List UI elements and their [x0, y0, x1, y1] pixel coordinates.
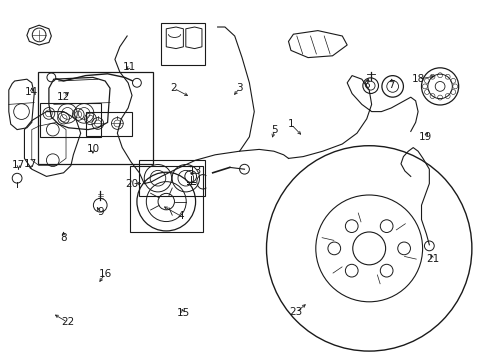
Text: 5: 5	[271, 125, 278, 135]
Text: 12: 12	[57, 92, 70, 102]
Text: 7: 7	[387, 80, 394, 90]
Text: 17: 17	[23, 159, 37, 169]
Text: 10: 10	[86, 144, 99, 154]
Bar	[40, 103, 101, 137]
Text: 15: 15	[176, 308, 190, 318]
Text: 2: 2	[170, 83, 177, 93]
Bar	[161, 23, 205, 65]
Text: 16: 16	[98, 269, 112, 279]
Bar	[85, 112, 132, 136]
Text: 18: 18	[410, 74, 424, 84]
Circle shape	[132, 78, 141, 87]
Circle shape	[47, 73, 56, 82]
Text: 9: 9	[97, 207, 103, 217]
Text: 4: 4	[177, 211, 184, 221]
Text: 19: 19	[418, 132, 431, 142]
Text: 6: 6	[363, 80, 369, 90]
Bar	[129, 166, 203, 232]
Text: 11: 11	[122, 62, 136, 72]
Bar	[139, 160, 205, 196]
Text: 13: 13	[188, 166, 202, 176]
Text: 21: 21	[425, 254, 439, 264]
Text: 20: 20	[125, 179, 138, 189]
Text: 22: 22	[61, 317, 74, 327]
Text: 8: 8	[60, 233, 67, 243]
Text: 23: 23	[288, 307, 302, 318]
Text: 3: 3	[236, 83, 243, 93]
Bar	[38, 72, 153, 164]
Circle shape	[93, 198, 107, 212]
Text: 14: 14	[25, 87, 39, 97]
Text: 17: 17	[12, 160, 25, 170]
Text: 1: 1	[287, 119, 294, 129]
